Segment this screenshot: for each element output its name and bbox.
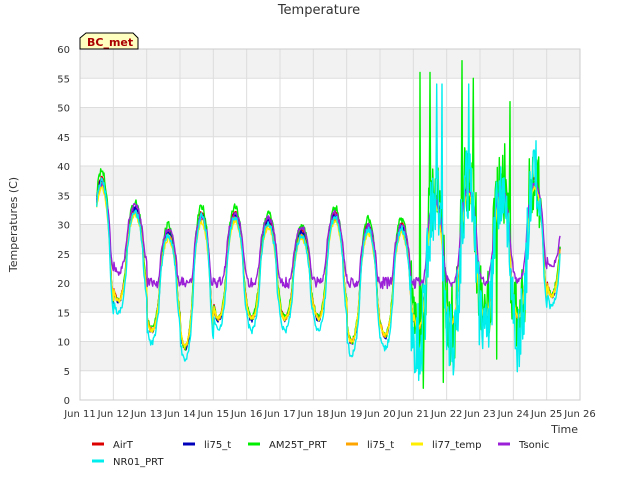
x-tick-label: Jun 15	[197, 409, 230, 420]
x-tick-label: Jun 14	[163, 409, 196, 420]
x-axis-ticks: Jun 11 Jun 12 Jun 13 Jun 14 Jun 15 Jun 16 Jun …	[63, 409, 596, 420]
badge-label: BC_met	[87, 36, 133, 49]
series-line-tsonic	[96, 180, 561, 290]
plot-band	[80, 78, 580, 108]
legend-item: li75_t	[346, 440, 394, 451]
x-tick-label: Jun 24	[497, 409, 530, 420]
x-axis-label: Time	[550, 423, 578, 436]
y-tick-label: 20	[57, 279, 70, 290]
x-tick-label: Jun 19	[330, 409, 363, 420]
x-tick-label: Jun 20	[363, 409, 396, 420]
legend-item: AirT	[92, 440, 134, 451]
plot-band	[80, 370, 580, 400]
x-tick-label: Jun 12	[97, 409, 130, 420]
y-tick-label: 0	[64, 396, 70, 407]
series-line-nr01_prt	[96, 83, 561, 382]
legend-label: li75_t	[367, 440, 394, 451]
plot-band	[80, 253, 580, 283]
y-axis-ticks: 0 5 10 15 20 25 30 35 40 45 50 55 60	[57, 45, 70, 407]
y-tick-label: 10	[57, 338, 70, 349]
y-tick-label: 25	[57, 250, 70, 261]
legend-label: Tsonic	[518, 440, 549, 451]
x-tick-label: Jun 17	[263, 409, 296, 420]
legend-label: AM25T_PRT	[269, 440, 328, 451]
y-tick-label: 40	[57, 162, 70, 173]
legend-item: li75_t	[183, 440, 231, 451]
plot-band	[80, 283, 580, 313]
y-axis-label: Temperatures (C)	[7, 177, 20, 273]
plot-band	[80, 136, 580, 166]
x-tick-label: Jun 21	[397, 409, 430, 420]
legend-item: NR01_PRT	[92, 457, 164, 468]
x-tick-label: Jun 22	[430, 409, 463, 420]
y-tick-label: 60	[57, 45, 70, 56]
legend-label: li77_temp	[432, 440, 481, 451]
legend-item: li77_temp	[411, 440, 481, 451]
y-tick-label: 35	[57, 191, 70, 202]
x-tick-label: Jun 11	[63, 409, 96, 420]
station-badge: BC_met	[79, 32, 139, 50]
plot-band	[80, 107, 580, 137]
y-tick-label: 50	[57, 104, 70, 115]
legend-item: AM25T_PRT	[248, 440, 328, 451]
series-lines	[96, 60, 561, 389]
x-tick-label: Jun 26	[563, 409, 596, 420]
legend-label: AirT	[113, 440, 134, 451]
chart-title: Temperature	[277, 3, 360, 18]
x-tick-label: Jun 25	[530, 409, 563, 420]
legend-label: NR01_PRT	[113, 457, 164, 468]
x-tick-label: Jun 13	[130, 409, 163, 420]
badge-shape	[79, 32, 139, 50]
y-tick-label: 15	[57, 308, 70, 319]
plot-frame	[79, 48, 581, 401]
y-tick-label: 45	[57, 133, 70, 144]
plot-band	[80, 341, 580, 371]
x-tick-label: Jun 16	[230, 409, 263, 420]
y-tick-label: 5	[64, 367, 70, 378]
x-tick-label: Jun 18	[297, 409, 330, 420]
legend: AirT li75_t AM25T_PRT li75_t li77_temp Tsonic…	[92, 440, 549, 468]
plot-band	[80, 49, 580, 79]
legend-item: Tsonic	[498, 440, 549, 451]
x-tick-label: Jun 23	[463, 409, 496, 420]
y-tick-label: 55	[57, 74, 70, 85]
y-tick-label: 30	[57, 221, 70, 232]
legend-label: li75_t	[204, 440, 231, 451]
